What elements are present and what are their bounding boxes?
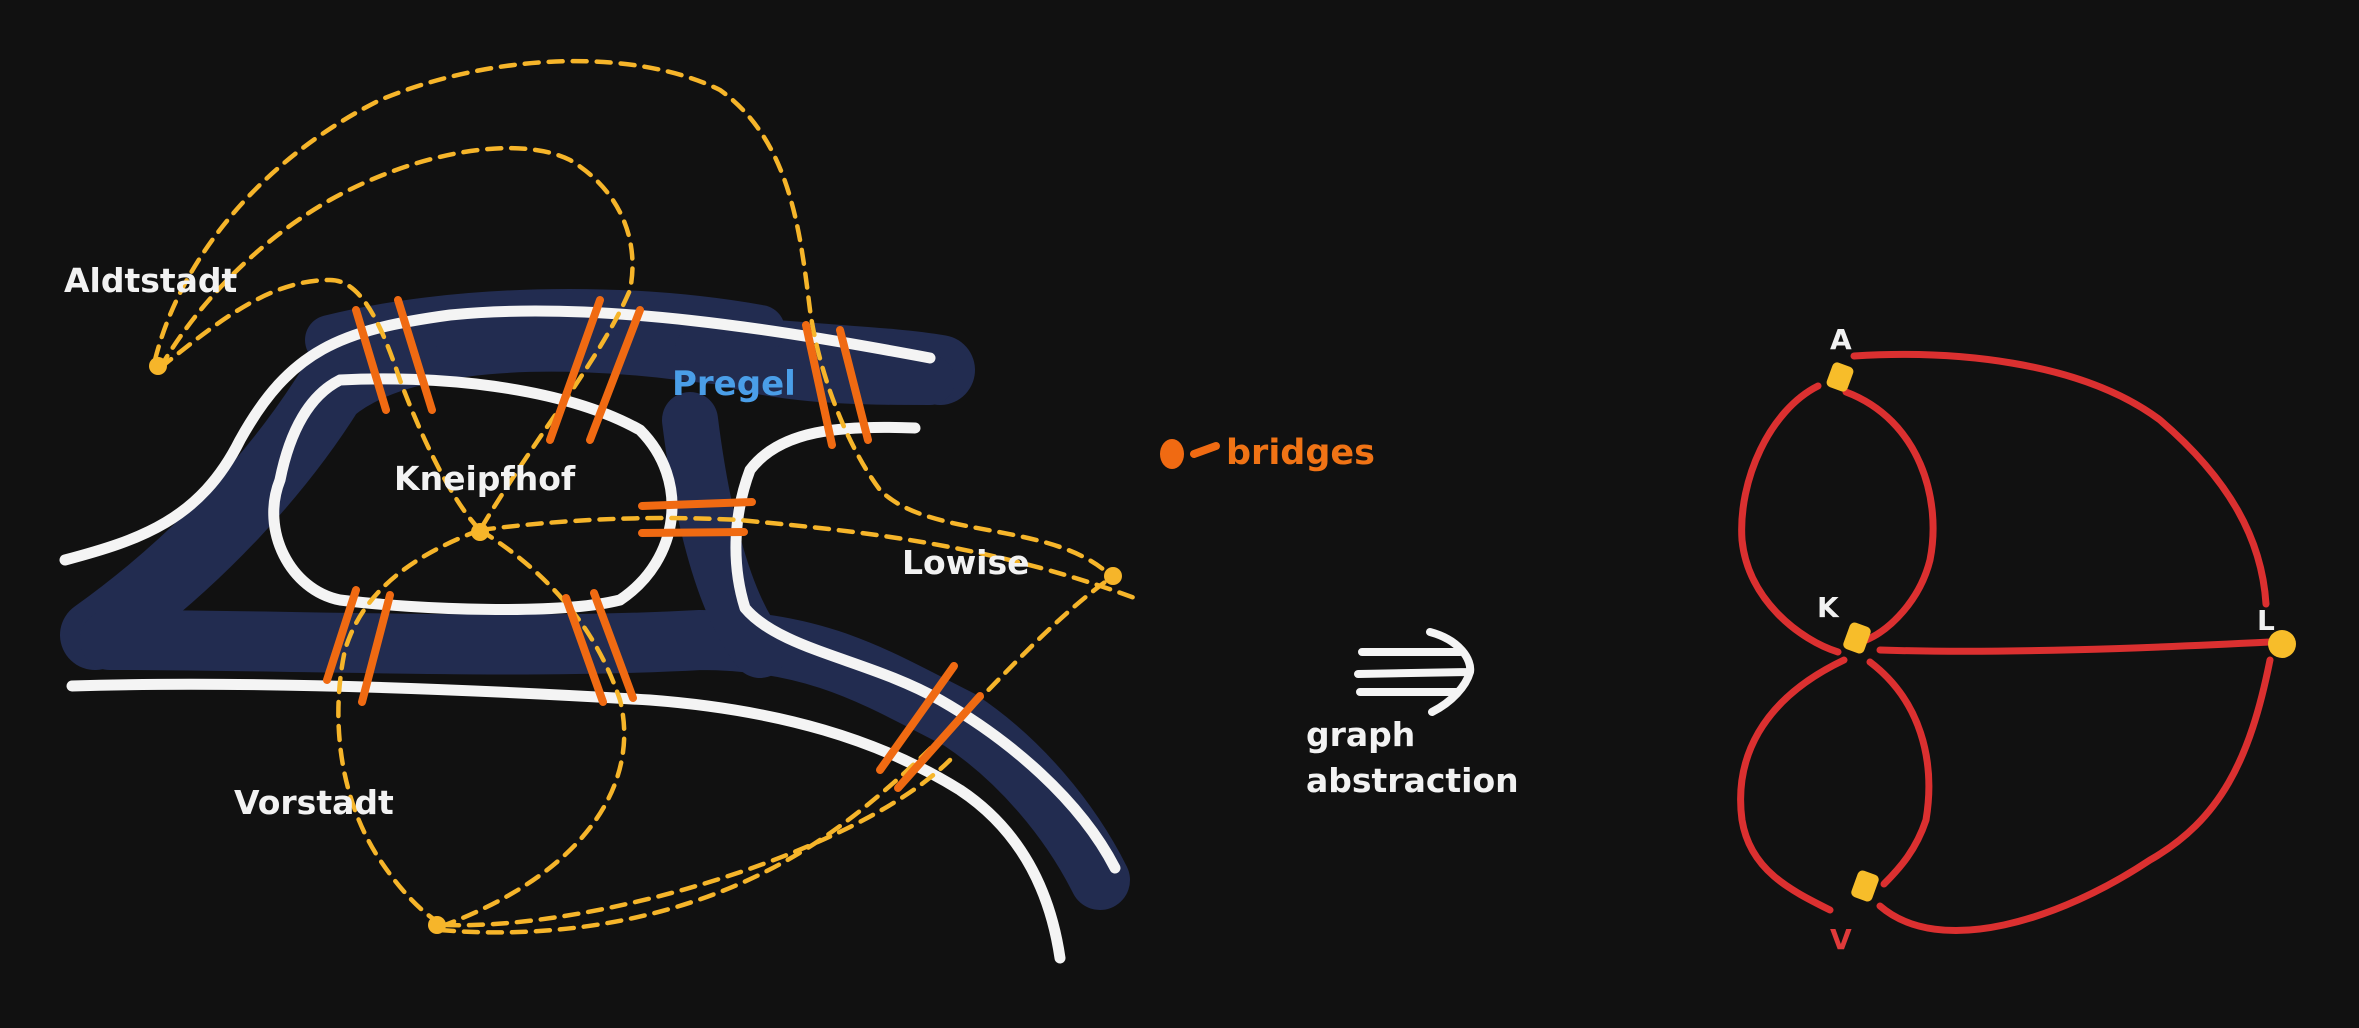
- legend-bridge-line: [1190, 442, 1220, 458]
- triple-arrow-icon: [1354, 628, 1475, 716]
- bridge-4: [638, 498, 756, 537]
- graph-edge-v-l: [1876, 656, 2274, 935]
- region-markers: [149, 357, 1122, 934]
- walking-routes: [152, 58, 1143, 935]
- aldtstadt-marker: [149, 357, 167, 375]
- graph-node-label-k: K: [1817, 591, 1840, 624]
- bridge-1: [352, 296, 436, 414]
- river-label: Pregel: [672, 364, 796, 404]
- abstraction-arrow: graph abstraction: [1306, 628, 1519, 800]
- region-label-lowise: Lowise: [902, 543, 1030, 582]
- legend: bridges: [1160, 433, 1375, 473]
- region-label-kneipfhof: Kneipfhof: [394, 459, 576, 498]
- graph-edge-a-l: [1850, 350, 2270, 608]
- graph-edge-k-v-right: [1866, 658, 1933, 888]
- region-label-vorstadt: Vorstadt: [234, 783, 394, 822]
- kneipfhof-marker: [471, 523, 489, 541]
- graph-node-label-v: V: [1830, 923, 1852, 956]
- graph-node-label-a: A: [1830, 323, 1852, 356]
- graph-edge-k-l: [1876, 638, 2274, 655]
- bridge-7: [876, 662, 984, 792]
- arrow-label-line2: abstraction: [1306, 761, 1519, 800]
- arrow-label-line1: graph: [1306, 715, 1415, 754]
- graph-node-l: [2268, 630, 2296, 658]
- graph: A K L V: [1737, 323, 2296, 956]
- bridge-5: [323, 586, 394, 706]
- island-bank: [268, 373, 678, 615]
- bridge-6: [562, 589, 637, 706]
- graph-edge-k-v-left: [1737, 656, 1848, 914]
- middle-bank: [730, 421, 1121, 874]
- graph-node-a: [1826, 362, 1854, 392]
- graph-node-label-l: L: [2257, 604, 2275, 637]
- legend-bridge-marker: [1160, 439, 1184, 469]
- graph-edge-a-k-left: [1738, 382, 1842, 656]
- south-bank: [66, 678, 1066, 964]
- bridges: [323, 296, 984, 792]
- graph-node-v: [1851, 870, 1879, 902]
- graph-node-k: [1843, 622, 1871, 654]
- region-label-aldtstadt: Aldtstadt: [64, 261, 238, 300]
- river-banks: [59, 305, 1121, 964]
- legend-bridges-label: bridges: [1226, 433, 1375, 473]
- lowise-marker: [1104, 567, 1122, 585]
- bridge-2: [546, 296, 644, 444]
- north-bank: [59, 305, 936, 566]
- graph-edge-a-k-right: [1842, 388, 1937, 644]
- vorstadt-marker: [428, 916, 446, 934]
- bridge-3: [802, 321, 872, 449]
